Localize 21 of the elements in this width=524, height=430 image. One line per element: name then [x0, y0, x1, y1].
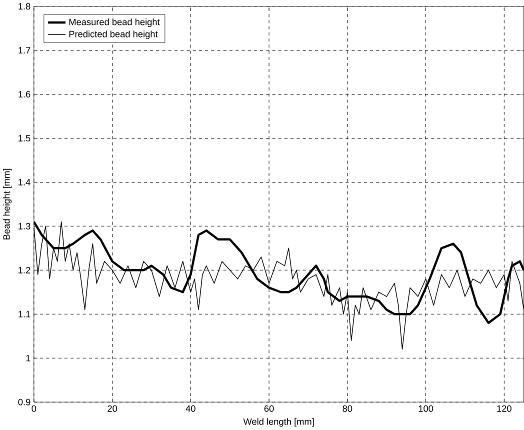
legend-label: Predicted bead height	[69, 30, 158, 40]
legend-label: Measured bead height	[69, 18, 160, 28]
y-tick-label: 1.6	[18, 91, 30, 98]
x-tick-label: 60	[264, 405, 274, 412]
x-axis-title: Weld length [mm]	[243, 418, 314, 427]
x-tick-label: 20	[108, 405, 118, 412]
y-tick-label: 1.7	[18, 47, 30, 54]
x-tick-label: 0	[32, 405, 36, 412]
y-axis-title: Bead height [mm]	[3, 169, 12, 240]
y-tick-label: 1.5	[18, 135, 30, 142]
y-tick-label: 1.2	[18, 267, 30, 274]
y-tick-label: 1	[26, 355, 30, 362]
x-tick-label: 120	[497, 405, 512, 412]
y-tick-label: 1.1	[18, 311, 30, 318]
x-tick-label: 100	[418, 405, 434, 412]
y-tick-label: 0.9	[18, 398, 30, 406]
y-tick-label: 1.3	[18, 223, 30, 230]
y-tick-label: 1.4	[18, 179, 30, 186]
x-tick-label: 80	[342, 405, 352, 412]
y-tick-label: 1.8	[18, 3, 30, 10]
x-tick-label: 40	[186, 405, 196, 412]
